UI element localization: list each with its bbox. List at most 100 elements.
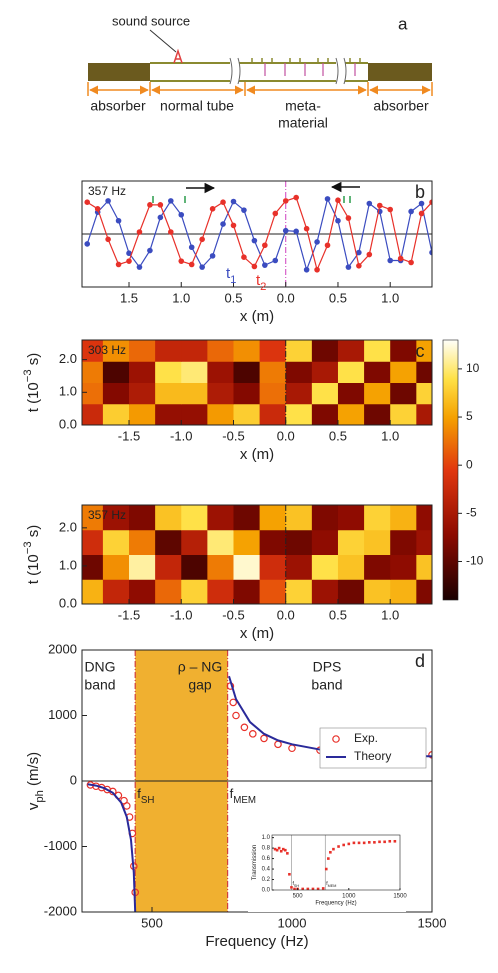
- marker: [376, 202, 383, 209]
- heatmap-cell: [390, 579, 417, 604]
- marker: [314, 239, 320, 245]
- heatmap-cell: [233, 403, 261, 425]
- heatmap-cell: [259, 382, 287, 405]
- heatmap-cell: [207, 361, 234, 383]
- marker: [373, 841, 376, 844]
- heatmap-cell: [416, 529, 432, 555]
- colorbar-label: 0: [466, 457, 473, 471]
- marker: [199, 264, 205, 270]
- series-label: t2: [256, 272, 266, 293]
- marker: [126, 250, 132, 257]
- marker: [232, 711, 240, 720]
- heatmap-cell: [233, 340, 261, 362]
- heatmap-cell: [416, 382, 432, 405]
- y-tick-label: 1000: [48, 707, 77, 722]
- marker: [301, 887, 305, 890]
- marker: [293, 194, 299, 201]
- marker: [229, 698, 238, 707]
- label: absorber: [373, 98, 429, 114]
- heatmap-cell: [285, 579, 313, 604]
- x-tick-label: -1.5: [118, 428, 140, 443]
- y-tick-label: 0.4: [262, 867, 271, 873]
- marker: [366, 200, 373, 207]
- colorbar-label: -10: [466, 554, 484, 568]
- y-tick-label: -1000: [44, 838, 77, 853]
- heatmap-cell: [155, 340, 182, 362]
- x-axis-label: x (m): [240, 446, 274, 463]
- marker: [220, 199, 226, 205]
- heatmap-cell: [390, 403, 417, 425]
- colorbar-label: 10: [466, 361, 480, 375]
- marker: [393, 839, 397, 843]
- region-label: ρ – NG: [178, 659, 223, 675]
- x-tick-label: 500: [293, 894, 304, 900]
- heatmap-cell: [102, 361, 130, 383]
- y-tick-label: 2000: [48, 641, 77, 656]
- y-axis-label: vph (m/s): [25, 752, 46, 810]
- marker: [429, 199, 432, 205]
- heatmap-cell: [390, 505, 417, 531]
- marker: [347, 842, 351, 846]
- heatmap-cell: [181, 340, 208, 362]
- x-tick-label: 1.0: [381, 290, 399, 305]
- heatmap-cell: [311, 554, 339, 580]
- plot-area: [82, 181, 432, 287]
- marker: [275, 848, 279, 852]
- marker: [388, 839, 392, 843]
- marker: [367, 841, 371, 844]
- marker: [281, 847, 285, 851]
- heatmap-cell: [416, 340, 432, 362]
- heatmap-cell: [364, 382, 391, 405]
- heatmap-cell: [311, 529, 339, 555]
- legend-label: Exp.: [354, 731, 378, 745]
- marker: [329, 850, 332, 854]
- heatmap-cell: [129, 361, 156, 383]
- heatmap-cell: [364, 340, 391, 362]
- marker: [220, 221, 226, 227]
- marker: [241, 254, 247, 260]
- heatmap-cell: [155, 361, 182, 383]
- heatmap-cell: [416, 403, 432, 425]
- marker: [418, 210, 425, 217]
- heatmap-cell: [364, 505, 391, 531]
- heatmap-cell: [82, 382, 104, 405]
- plot-frame: [271, 834, 401, 891]
- frequency-label: fMEM: [230, 786, 256, 806]
- marker: [251, 263, 258, 270]
- heatmap-cell: [181, 505, 208, 531]
- heatmap-cell: [82, 505, 104, 531]
- marker: [383, 840, 386, 844]
- y-tick-label: 1.0: [59, 557, 77, 572]
- frequency-annotation: 303 Hz: [88, 343, 126, 357]
- y-tick-label: 0.0: [59, 416, 77, 431]
- marker: [303, 266, 310, 273]
- x-tick-label: 1.5: [120, 290, 138, 305]
- heatmap-cell: [233, 361, 261, 383]
- label: meta-: [285, 98, 321, 114]
- y-tick-label: 1.0: [59, 384, 77, 399]
- marker: [378, 840, 381, 844]
- marker: [327, 857, 330, 860]
- y-tick-label: 2.0: [59, 351, 77, 366]
- y-tick-label: 0.2: [262, 877, 271, 883]
- y-axis-label: Transmission: [252, 845, 258, 880]
- plot-frame: [81, 504, 433, 605]
- heatmap-cell: [337, 382, 365, 405]
- marker: [332, 847, 335, 851]
- heatmap-cell: [155, 382, 182, 405]
- tube-diagram: sound source a absorber normal tube meta…: [87, 13, 433, 131]
- marker: [293, 228, 299, 235]
- meta-cells: [251, 58, 361, 63]
- marker: [288, 872, 291, 876]
- marker: [418, 200, 425, 207]
- frequency-label: fMEM: [326, 881, 336, 888]
- region-label: band: [311, 677, 342, 693]
- heatmap-cell: [102, 554, 130, 580]
- heatmap-cell: [233, 554, 261, 580]
- colorbar-label: -5: [466, 506, 477, 520]
- heatmap-cell: [181, 382, 208, 405]
- heatmap-cell: [181, 403, 208, 425]
- x-axis-label: Frequency (Hz): [205, 933, 308, 950]
- heatmap-cell: [129, 340, 156, 362]
- marker: [241, 207, 247, 213]
